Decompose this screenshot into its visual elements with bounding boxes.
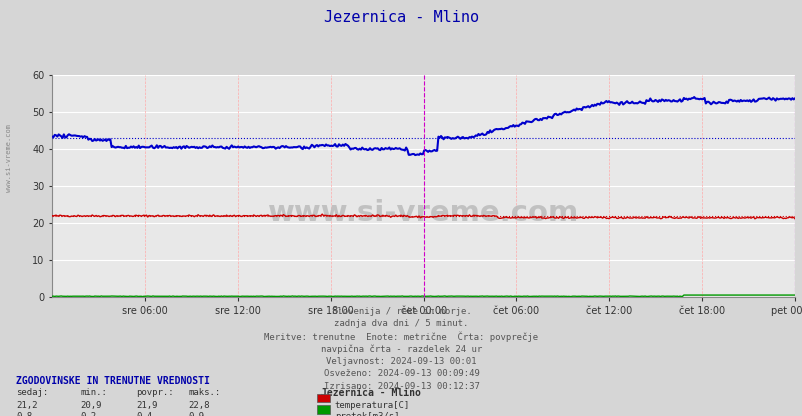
Text: navpična črta - razdelek 24 ur: navpična črta - razdelek 24 ur [321, 344, 481, 354]
Text: povpr.:: povpr.: [136, 388, 174, 397]
Text: 0,2: 0,2 [80, 412, 96, 416]
Text: www.si-vreme.com: www.si-vreme.com [268, 199, 578, 227]
Text: 20,9: 20,9 [80, 401, 102, 410]
Text: Osveženo: 2024-09-13 00:09:49: Osveženo: 2024-09-13 00:09:49 [323, 369, 479, 379]
Text: Meritve: trenutne  Enote: metrične  Črta: povprečje: Meritve: trenutne Enote: metrične Črta: … [264, 332, 538, 342]
Text: Veljavnost: 2024-09-13 00:01: Veljavnost: 2024-09-13 00:01 [326, 357, 476, 366]
Text: Slovenija / reke in morje.: Slovenija / reke in morje. [331, 307, 471, 316]
Text: 0,4: 0,4 [136, 412, 152, 416]
Text: sedaj:: sedaj: [16, 388, 48, 397]
Text: pretok[m3/s]: pretok[m3/s] [334, 412, 399, 416]
Text: temperatura[C]: temperatura[C] [334, 401, 410, 410]
Text: 21,2: 21,2 [16, 401, 38, 410]
Text: 22,8: 22,8 [188, 401, 210, 410]
Text: 0,8: 0,8 [16, 412, 32, 416]
Text: min.:: min.: [80, 388, 107, 397]
Text: maks.:: maks.: [188, 388, 221, 397]
Text: Jezernica - Mlino: Jezernica - Mlino [321, 388, 420, 398]
Text: Jezernica - Mlino: Jezernica - Mlino [323, 10, 479, 25]
Text: zadnja dva dni / 5 minut.: zadnja dva dni / 5 minut. [334, 319, 468, 329]
Text: 0,9: 0,9 [188, 412, 205, 416]
Text: Izrisano: 2024-09-13 00:12:37: Izrisano: 2024-09-13 00:12:37 [323, 382, 479, 391]
Text: 21,9: 21,9 [136, 401, 158, 410]
Text: www.si-vreme.com: www.si-vreme.com [6, 124, 11, 192]
Text: ZGODOVINSKE IN TRENUTNE VREDNOSTI: ZGODOVINSKE IN TRENUTNE VREDNOSTI [16, 376, 209, 386]
